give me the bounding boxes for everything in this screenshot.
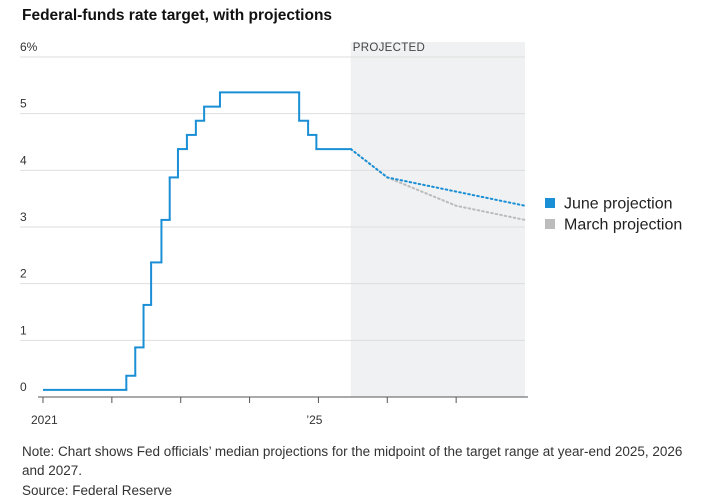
chart-title: Federal-funds rate target, with projecti… — [22, 7, 332, 24]
projection-line — [349, 148, 526, 207]
y-tick-label: 3 — [20, 210, 27, 224]
legend-swatch — [545, 219, 555, 229]
y-tick-label: 6% — [20, 40, 38, 54]
projected-region — [350, 42, 525, 397]
x-tick-label: ’25 — [306, 413, 322, 427]
legend-swatch — [545, 198, 555, 208]
legend-label: June projection — [564, 196, 673, 213]
chart-source: Source: Federal Reserve — [22, 483, 173, 498]
y-tick-label: 5 — [20, 97, 27, 111]
y-tick-label: 4 — [20, 153, 27, 167]
projected-label: PROJECTED — [353, 42, 425, 54]
y-tick-label: 2 — [20, 267, 27, 281]
y-tick-label: 1 — [20, 323, 27, 337]
x-tick-label: 2021 — [31, 413, 58, 427]
chart-note: Note: Chart shows Fed officials’ median … — [22, 444, 683, 478]
y-tick-label: 0 — [20, 380, 27, 394]
legend-label: March projection — [564, 217, 682, 234]
